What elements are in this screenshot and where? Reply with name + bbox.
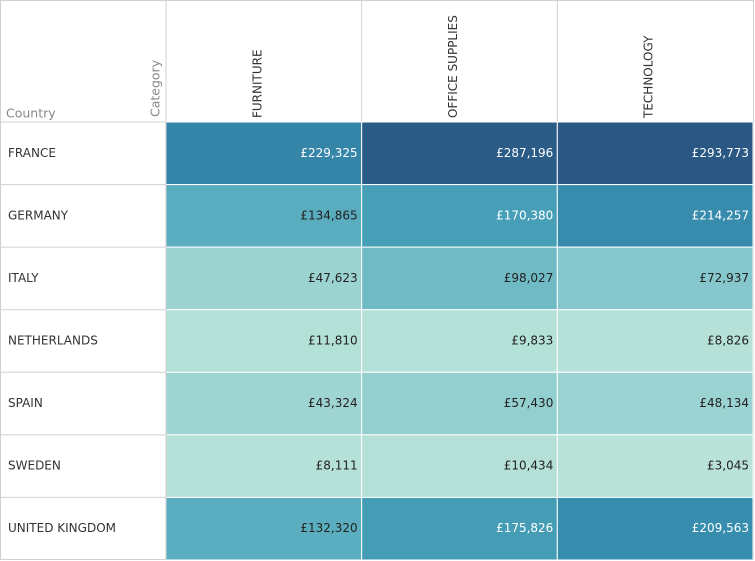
cell-label: £175,826 [496, 521, 553, 535]
cell-label: £287,196 [496, 146, 553, 160]
cell-label: £98,027 [504, 271, 554, 285]
cell-label: £209,563 [692, 521, 749, 535]
cell-label: £9,833 [511, 334, 553, 348]
cell-label: £47,623 [308, 271, 358, 285]
cell [361, 121, 558, 186]
cell-label: £8,826 [707, 334, 749, 348]
cell-label: £293,773 [692, 146, 749, 160]
cell [165, 371, 363, 436]
cell-label: £11,810 [308, 334, 358, 348]
column-header: OFFICE SUPPLIES [446, 15, 460, 118]
cell-label: £10,434 [504, 459, 554, 473]
row-label: UNITED KINGDOM [8, 521, 116, 535]
cell [361, 434, 558, 498]
cell [165, 121, 363, 186]
cell-label: £134,865 [300, 208, 357, 222]
cell [361, 496, 558, 561]
cell [556, 309, 754, 373]
cell-label: £132,320 [300, 521, 357, 535]
column-header: FURNITURE [250, 49, 264, 118]
cell-label: £8,111 [316, 459, 358, 473]
column-header: TECHNOLOGY [642, 35, 656, 119]
cell-label: £170,380 [496, 208, 553, 222]
row-label: FRANCE [8, 146, 56, 160]
row-label: SWEDEN [8, 459, 61, 473]
cell-label: £229,325 [300, 146, 357, 160]
row-label: NETHERLANDS [8, 334, 98, 348]
row-label: SPAIN [8, 396, 43, 410]
cell-label: £48,134 [699, 396, 749, 410]
cell-label: £72,937 [699, 271, 749, 285]
row-label: GERMANY [8, 208, 69, 222]
row-label: ITALY [8, 271, 39, 285]
cell [361, 371, 558, 436]
cell-label: £43,324 [308, 396, 358, 410]
cell [165, 496, 363, 561]
cell [361, 309, 558, 373]
cell [361, 184, 558, 248]
cell [361, 246, 558, 311]
cell-label: £57,430 [504, 396, 554, 410]
cell-label: £214,257 [692, 208, 749, 222]
cell [556, 496, 754, 561]
cell [556, 184, 754, 248]
cell [556, 434, 754, 498]
column-axis-label: Category [148, 59, 163, 117]
row-axis-label: Country [6, 106, 56, 121]
cell-label: £3,045 [707, 459, 749, 473]
cell [556, 371, 754, 436]
cell [556, 246, 754, 311]
cell [556, 121, 754, 186]
